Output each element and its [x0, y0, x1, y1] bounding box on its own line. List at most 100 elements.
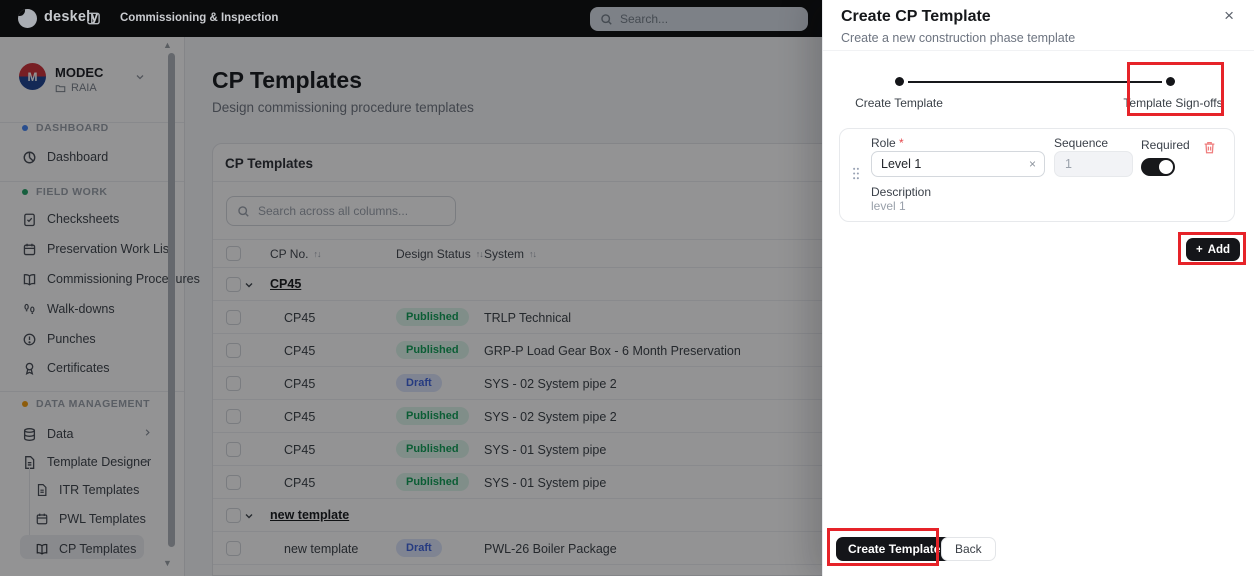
sidebar-item-certificates[interactable]: Certificates [0, 356, 185, 380]
award-icon [25, 362, 34, 375]
status-badge: Published [396, 473, 469, 491]
chevron-down-icon[interactable] [243, 278, 255, 296]
section-label-field-work: FIELD WORK [36, 186, 108, 198]
sidebar-item-preservation-work-list[interactable]: Preservation Work List [0, 237, 185, 261]
row-checkbox[interactable] [226, 442, 241, 457]
scroll-up-arrow[interactable]: ▲ [163, 40, 172, 50]
step-dot-template-sign-offs [1166, 77, 1175, 86]
submenu-guide-line [29, 467, 30, 557]
column-header-system[interactable]: System ↑↓ [484, 247, 537, 261]
sidebar-item-template-designer[interactable]: Template Designer [0, 450, 185, 474]
chevron-down-icon[interactable] [134, 70, 146, 88]
book-icon [23, 273, 36, 286]
search-icon [601, 13, 612, 25]
status-badge: Draft [396, 374, 442, 392]
table-row[interactable]: CP45 Published SYS - 02 System pipe 2 [213, 400, 971, 433]
divider [0, 122, 184, 123]
org-name: MODEC [55, 65, 104, 80]
table-group-row[interactable]: CP45 [213, 268, 971, 301]
section-label-data-management: DATA MANAGEMENT [36, 398, 151, 410]
sequence-label: Sequence [1054, 136, 1109, 150]
group-label[interactable]: CP45 [270, 277, 302, 291]
sidebar-item-pwl-templates[interactable]: PWL Templates [0, 507, 185, 531]
dashboard-icon [23, 151, 36, 163]
back-button[interactable]: Back [941, 537, 996, 561]
sidebar-scrollbar[interactable] [168, 53, 175, 547]
table-row[interactable]: CP45 Published TRLP Technical [213, 301, 971, 334]
main-content: CP Templates Design commissioning proced… [185, 37, 1254, 576]
row-checkbox[interactable] [226, 508, 241, 523]
sidebar-item-data[interactable]: Data [0, 422, 185, 446]
row-checkbox[interactable] [226, 310, 241, 325]
table-row[interactable]: CP45 Published SYS - 01 System pipe [213, 433, 971, 466]
drawer-title: Create CP Template [841, 8, 991, 25]
scroll-down-arrow[interactable]: ▼ [163, 558, 172, 568]
table-row[interactable]: new template Draft PWL-26 Boiler Package [213, 532, 971, 565]
signoff-role-card: Role * Level 1 × Sequence 1 Required Des… [839, 128, 1235, 222]
drag-handle-icon[interactable] [851, 166, 861, 186]
close-icon[interactable]: × [1224, 6, 1234, 25]
chevron-down-icon[interactable] [243, 509, 255, 527]
sidebar-item-walk-downs[interactable]: Walk-downs [0, 297, 185, 321]
sort-icon: ↑↓ [475, 249, 484, 259]
database-icon [23, 427, 36, 441]
row-checkbox[interactable] [226, 475, 241, 490]
plus-icon: + [1196, 243, 1203, 256]
column-header-cp-no[interactable]: CP No. ↑↓ [270, 247, 321, 261]
book-icon [36, 543, 48, 555]
select-all-checkbox[interactable] [226, 246, 241, 261]
table-row[interactable]: CP45 Published GRP-P Load Gear Box - 6 M… [213, 334, 971, 367]
brand-logo-icon [18, 9, 37, 28]
column-header-design-status[interactable]: Design Status ↑↓ [396, 247, 484, 261]
footprints-icon [24, 303, 35, 314]
sort-icon: ↑↓ [529, 249, 537, 259]
row-checkbox[interactable] [226, 277, 241, 292]
table-search-input[interactable]: Search across all columns... [226, 196, 456, 226]
row-checkbox[interactable] [226, 409, 241, 424]
org-switcher[interactable]: M MODEC RAIA [0, 55, 185, 111]
table-header: CP No. ↑↓ Design Status ↑↓ System ↑↓ [213, 240, 971, 268]
page-title: CP Templates [212, 67, 362, 93]
clear-icon[interactable]: × [1028, 157, 1036, 171]
chevron-down-icon [142, 453, 153, 471]
alert-circle-icon [23, 333, 36, 345]
table-row[interactable]: CP45 Published SYS - 01 System pipe [213, 466, 971, 499]
sidebar-item-cp-templates[interactable]: CP Templates [0, 537, 185, 561]
sidebar-toggle-icon[interactable] [86, 11, 101, 31]
sidebar-item-itr-templates[interactable]: ITR Templates [0, 478, 185, 502]
modal-dim-overlay [0, 37, 822, 576]
description-value: level 1 [871, 199, 906, 213]
required-label: Required [1141, 138, 1190, 152]
trash-icon[interactable] [1202, 140, 1217, 160]
add-button[interactable]: + Add [1186, 238, 1241, 261]
sequence-input[interactable]: 1 [1054, 151, 1133, 177]
required-marker: * [899, 136, 904, 150]
sort-icon: ↑↓ [313, 249, 321, 259]
table-group-row[interactable]: new template [213, 499, 971, 532]
row-checkbox[interactable] [226, 376, 241, 391]
sidebar-item-checksheets[interactable]: Checksheets [0, 207, 185, 231]
create-template-button[interactable]: Create Template [836, 537, 953, 561]
row-checkbox[interactable] [226, 541, 241, 556]
org-logo: M [19, 63, 46, 90]
global-search-input[interactable]: Search... [590, 7, 808, 31]
description-label: Description [871, 185, 932, 199]
group-label[interactable]: new template [270, 508, 350, 522]
step-label-create-template[interactable]: Create Template [855, 96, 943, 110]
sidebar-item-punches[interactable]: Punches [0, 327, 185, 351]
status-badge: Published [396, 308, 469, 326]
required-toggle[interactable] [1141, 158, 1175, 176]
global-search-placeholder: Search... [620, 12, 669, 26]
step-label-template-sign-offs[interactable]: Template Sign-offs [1123, 96, 1223, 110]
sidebar-item-dashboard[interactable]: Dashboard [0, 145, 185, 169]
divider [0, 391, 184, 392]
role-select-input[interactable]: Level 1 × [871, 151, 1045, 177]
checksheet-icon [24, 213, 35, 226]
row-checkbox[interactable] [226, 343, 241, 358]
table-row[interactable]: CP45 Draft SYS - 02 System pipe 2 [213, 367, 971, 400]
sidebar-item-commissioning-procedures[interactable]: Commissioning Procedures [0, 267, 200, 291]
file-icon [37, 483, 47, 497]
create-cp-template-drawer: Create CP Template Create a new construc… [822, 0, 1254, 576]
org-project: RAIA [71, 82, 97, 94]
